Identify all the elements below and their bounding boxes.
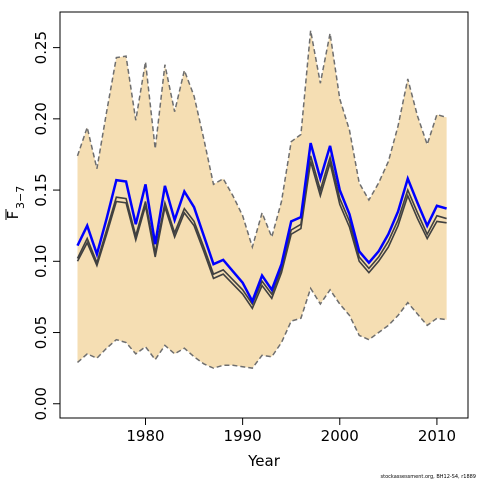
x-tick-label: 1980 [126,427,164,445]
plot-area [76,30,447,369]
series-lower-bound [76,286,447,369]
x-axis-title: Year [247,452,281,470]
y-axis-title-subscript: 3−7 [14,186,27,209]
footnote: stockassessment.org, BH12-S4, r1889 [381,474,476,480]
series-dark-line-upper [76,154,447,306]
y-axis-title-main: F [4,211,22,220]
y-tick-label: 0.25 [32,31,50,64]
y-tick-label: 0.20 [32,102,50,135]
y-tick-label: 0.15 [32,173,50,206]
series-dark-line-lower [76,159,447,310]
y-tick-label: 0.10 [32,245,50,278]
x-tick-label: 1990 [224,427,262,445]
series-estimate [76,142,447,305]
y-axis-title: F 3−7 [4,186,27,220]
y-tick-label: 0.00 [32,387,50,420]
confidence-band [77,30,447,369]
plot-frame [59,11,469,419]
axes: 1980 1990 2000 2010 0.00 0.05 0.10 0.15 0.20 0.25 [32,31,456,445]
x-tick-label: 2000 [321,427,359,445]
x-tick-label: 2010 [418,427,456,445]
y-tick-label: 0.05 [32,316,50,349]
